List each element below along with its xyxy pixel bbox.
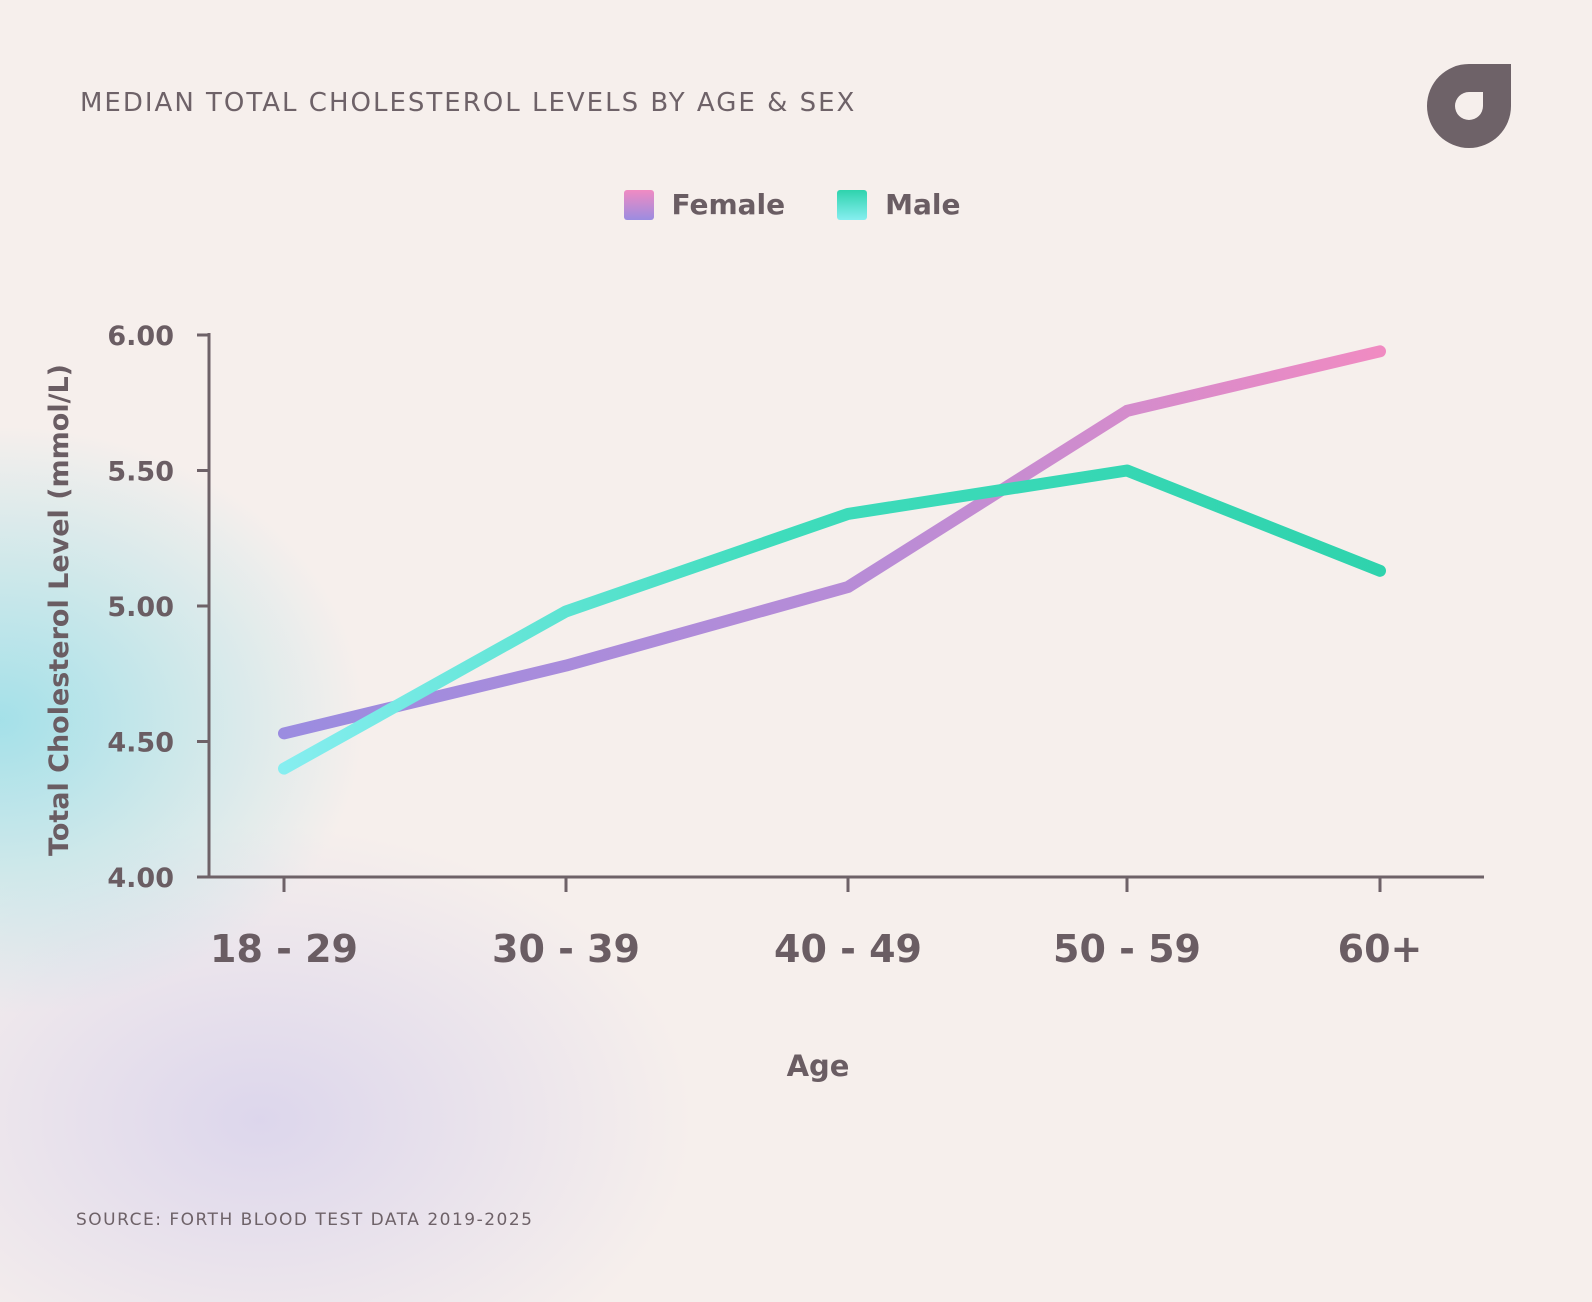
source-note: SOURCE: FORTH BLOOD TEST DATA 2019-2025 (76, 1210, 534, 1230)
legend-item-male[interactable]: Male (837, 188, 961, 221)
y-tick-label: 4.00 (107, 863, 174, 894)
x-tick-label: 60+ (1338, 927, 1423, 971)
legend-swatch-female (623, 189, 654, 220)
series-line-female (278, 345, 1386, 740)
legend-item-female[interactable]: Female (623, 188, 786, 221)
y-tick-label: 5.00 (107, 592, 174, 623)
chart-legend: Female Male (0, 188, 1592, 221)
x-axis-title: Age (787, 1049, 850, 1083)
legend-label-female: Female (671, 188, 786, 221)
brand-logo-icon (1427, 64, 1511, 148)
x-tick-label: 50 - 59 (1053, 927, 1201, 971)
series-layer (278, 345, 1386, 775)
legend-swatch-male (837, 189, 868, 220)
y-axis-title: Total Cholesterol Level (mmol/L) (44, 364, 75, 856)
x-tick-label: 30 - 39 (492, 927, 640, 971)
x-tick-label: 18 - 29 (210, 927, 358, 971)
x-tick-label: 40 - 49 (774, 927, 922, 971)
chart-title: MEDIAN TOTAL CHOLESTEROL LEVELS BY AGE &… (80, 88, 857, 118)
brand-logo-shape (1427, 64, 1511, 148)
axes: 4.00 4.50 5.00 5.50 6.00 18 - 29 30 - 39 40 - 4… (107, 321, 1484, 971)
series-line-male (278, 464, 1386, 775)
y-tick-label: 5.50 (107, 457, 174, 488)
legend-label-male: Male (885, 188, 961, 221)
y-tick-label: 6.00 (107, 321, 174, 352)
y-tick-label: 4.50 (107, 728, 174, 759)
